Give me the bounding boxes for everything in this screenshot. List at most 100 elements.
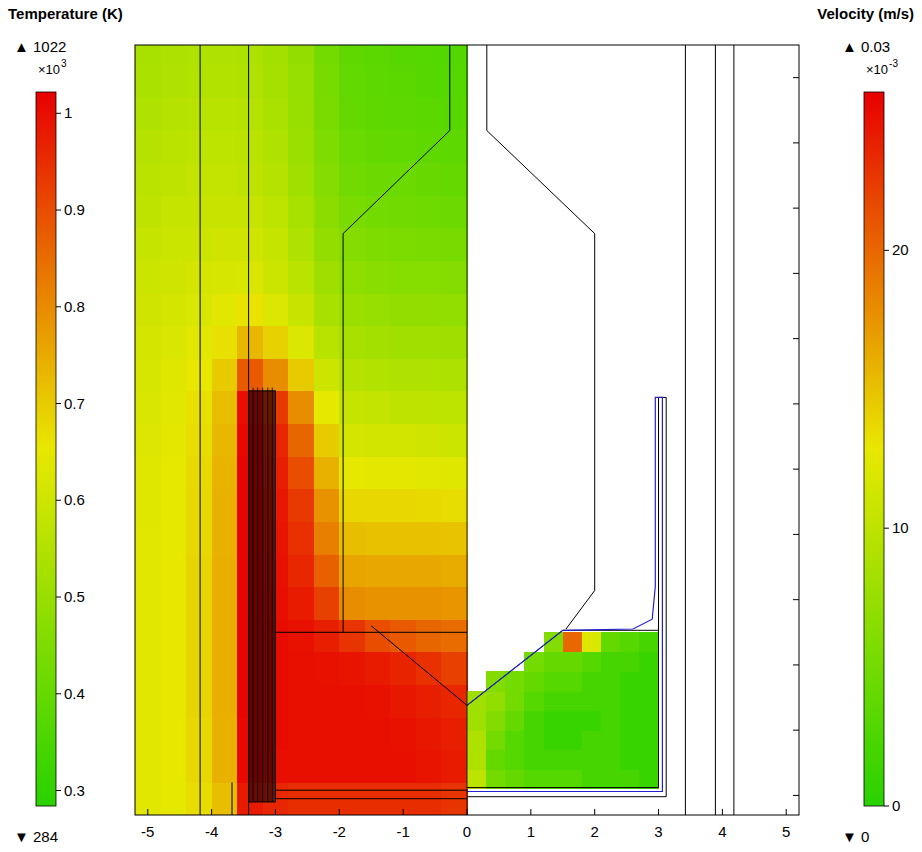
temperature-cell [339, 65, 365, 98]
velocity-cell [505, 730, 525, 750]
temperature-cell [339, 750, 365, 783]
temperature-cell [416, 717, 442, 750]
temperature-cell [365, 97, 391, 130]
colorbar-tick [56, 403, 61, 404]
colorbar-tick [56, 500, 61, 501]
temperature-cell [212, 97, 238, 130]
temperature-cell [339, 130, 365, 163]
heater-contour [253, 388, 254, 802]
temperature-cell [390, 391, 416, 424]
temperature-cell [212, 195, 238, 228]
velocity-cell [524, 652, 544, 672]
velocity-cell [467, 750, 487, 770]
temperature-cell [161, 162, 187, 195]
temperature-cell [263, 65, 289, 98]
temperature-cell [161, 456, 187, 489]
velocity-cell [639, 730, 659, 750]
colorbar-min: ▼ 284 [14, 828, 58, 845]
temperature-cell [314, 750, 340, 783]
velocity-cell [582, 711, 602, 731]
temperature-cell [314, 489, 340, 522]
colorbar-tick-label: 0.6 [64, 491, 85, 508]
temperature-cell [237, 326, 263, 359]
temperature-cell [365, 717, 391, 750]
temperature-cell [365, 521, 391, 554]
temperature-cell [288, 45, 314, 65]
temperature-cell [212, 619, 238, 652]
temperature-cell [212, 293, 238, 326]
velocity-cell [563, 750, 583, 770]
temperature-cell [288, 130, 314, 163]
temperature-cell [441, 652, 467, 685]
crucible-line [276, 790, 468, 791]
temperature-cell [161, 293, 187, 326]
temperature-cell [390, 554, 416, 587]
velocity-cell [467, 691, 487, 711]
velocity-cell [601, 652, 621, 672]
x-tick [147, 809, 148, 815]
crucible-line [276, 798, 468, 799]
temperature-cell [365, 489, 391, 522]
velocity-cell [467, 769, 487, 789]
temperature-cell [314, 456, 340, 489]
velocity-cell [601, 750, 621, 770]
temperature-cell [212, 521, 238, 554]
temperature-cell [263, 228, 289, 261]
velocity-cell [544, 730, 564, 750]
velocity-cell [505, 671, 525, 691]
temperature-cell [237, 260, 263, 293]
temperature-cell [263, 162, 289, 195]
velocity-cell [639, 711, 659, 731]
temperature-cell [212, 423, 238, 456]
temperature-cell [288, 326, 314, 359]
domain-boundary [685, 45, 686, 815]
temperature-cell [390, 162, 416, 195]
temperature-cell [314, 130, 340, 163]
temperature-cell [416, 130, 442, 163]
velocity-cell [505, 769, 525, 789]
temperature-cell [161, 130, 187, 163]
velocity-cell [563, 730, 583, 750]
temperature-cell [365, 130, 391, 163]
temperature-cell [390, 228, 416, 261]
temperature-cell [186, 684, 212, 717]
velocity-cell [563, 769, 583, 789]
x-tick [786, 809, 787, 815]
temperature-cell [237, 195, 263, 228]
temperature-cell [212, 587, 238, 620]
velocity-cell [467, 730, 487, 750]
colorbar-tick-label: 0.8 [64, 298, 85, 315]
velocity-cell [524, 711, 544, 731]
velocity-cell [601, 769, 621, 789]
temperature-cell [186, 162, 212, 195]
temperature-cell [212, 456, 238, 489]
x-tick [594, 809, 595, 815]
temperature-cell [339, 97, 365, 130]
temperature-cell [314, 717, 340, 750]
temperature-cell [263, 326, 289, 359]
velocity-cell [544, 711, 564, 731]
temperature-cell [288, 750, 314, 783]
temperature-cell [237, 130, 263, 163]
x-tick-label: 5 [782, 823, 790, 840]
colorbar-exponent: -3 [889, 58, 898, 69]
temperature-cell [441, 195, 467, 228]
x-tick [658, 809, 659, 815]
velocity-cell [544, 691, 564, 711]
temperature-cell [135, 750, 161, 783]
temperature-cell [288, 65, 314, 98]
temperature-cell [161, 65, 187, 98]
colorbar-tick [884, 806, 889, 807]
temperature-cell [314, 423, 340, 456]
velocity-cell [620, 632, 640, 652]
temperature-cell [263, 45, 289, 65]
colorbar [36, 92, 56, 806]
temperature-cell [186, 97, 212, 130]
temperature-cell [416, 489, 442, 522]
temperature-cell [288, 260, 314, 293]
temperature-cell [135, 423, 161, 456]
temperature-cell [314, 293, 340, 326]
temperature-cell [212, 652, 238, 685]
velocity-cell [639, 769, 659, 789]
temperature-cell [339, 652, 365, 685]
